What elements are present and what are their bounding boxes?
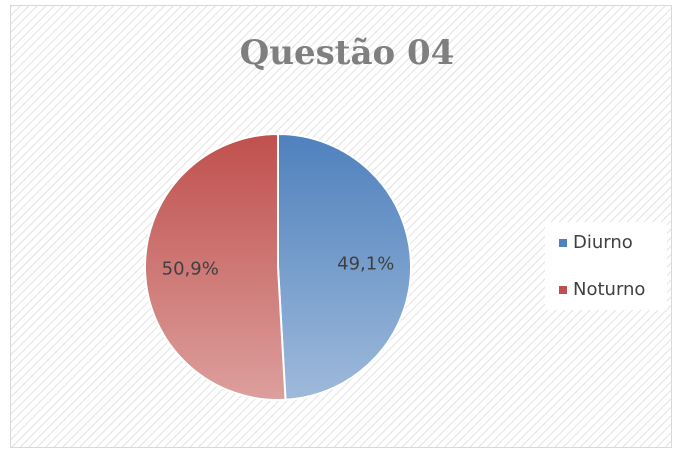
pie-slice xyxy=(277,132,412,401)
legend-box xyxy=(545,222,667,310)
pie-slice xyxy=(143,132,287,401)
legend-marker xyxy=(559,239,567,247)
value-label: 50,9% xyxy=(162,258,219,279)
legend-label: Diurno xyxy=(573,232,633,253)
legend-label: Noturno xyxy=(573,279,645,300)
chart-title: Questão 04 xyxy=(240,33,455,73)
value-label: 49,1% xyxy=(337,254,394,275)
legend-marker xyxy=(559,286,567,294)
